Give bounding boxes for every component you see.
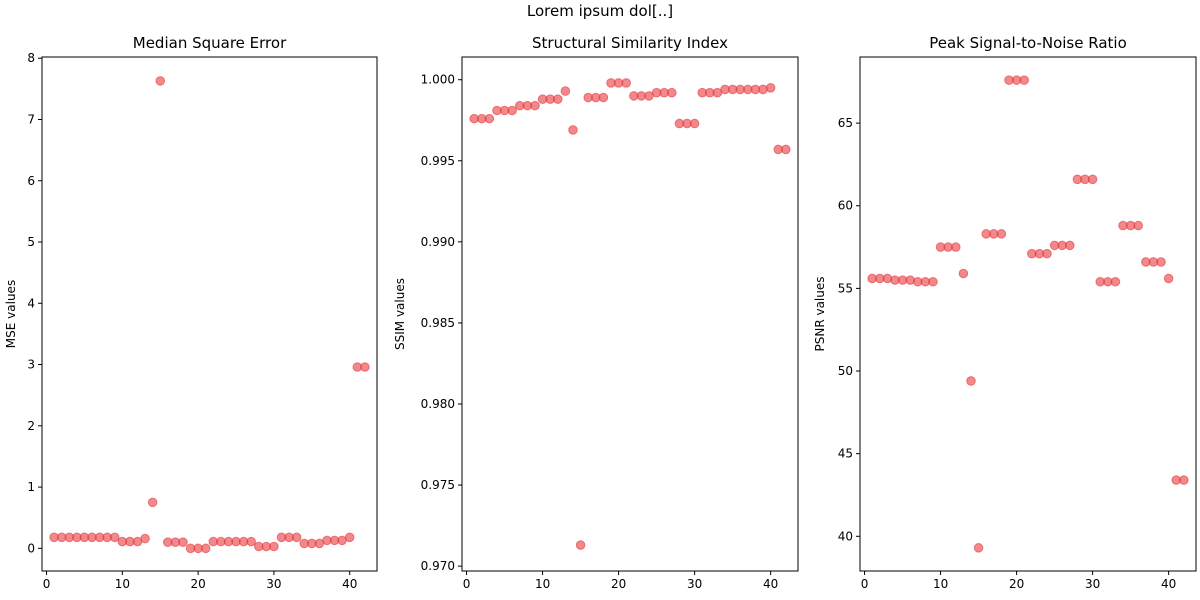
x-tick-label: 0 — [43, 577, 51, 591]
y-tick-label: 0.980 — [421, 397, 455, 411]
panel-psnr: Peak Signal-to-Noise Ratio PSNR values 0… — [813, 34, 1197, 591]
data-point — [1133, 220, 1144, 231]
data-point — [291, 532, 302, 543]
y-axis-label: PSNR values — [813, 276, 827, 351]
data-point — [1110, 276, 1121, 287]
x-tick-label: 20 — [1009, 577, 1024, 591]
x-tick-label: 10 — [115, 577, 130, 591]
data-point — [246, 536, 256, 547]
y-tick-label: 1 — [27, 480, 35, 494]
y-tick-label: 8 — [27, 51, 35, 65]
data-point — [530, 100, 540, 111]
data-point — [140, 533, 150, 544]
data-point — [598, 92, 609, 103]
axes-frame — [461, 56, 799, 572]
data-point — [1087, 174, 1098, 185]
data-point — [1019, 75, 1029, 85]
panel-title: Structural Similarity Index — [532, 34, 728, 52]
data-point — [575, 540, 586, 550]
data-point — [484, 113, 495, 124]
data-point — [1042, 248, 1052, 259]
data-point — [765, 83, 776, 93]
data-point — [689, 118, 700, 129]
data-point — [200, 543, 211, 554]
data-point — [973, 543, 984, 553]
x-tick-label: 40 — [1161, 577, 1176, 591]
data-point — [950, 242, 961, 252]
data-point — [344, 532, 355, 543]
data-point — [147, 497, 158, 508]
data-point — [360, 362, 370, 372]
x-tick-label: 40 — [342, 577, 357, 591]
data-point — [966, 376, 976, 386]
y-tick-label: 40 — [838, 529, 853, 543]
data-point — [507, 105, 517, 116]
data-point — [568, 125, 578, 135]
data-point — [996, 229, 1007, 239]
x-tick-label: 0 — [463, 577, 471, 591]
x-tick-label: 40 — [763, 577, 778, 591]
data-point — [269, 541, 279, 552]
y-tick-label: 0.970 — [421, 559, 455, 573]
y-tick-label: 0.995 — [421, 154, 455, 168]
y-axis-label: SSIM values — [393, 278, 407, 350]
panel-mse: Median Square Error MSE values 0 10 20 30 40… — [4, 34, 378, 591]
y-tick-label: 50 — [838, 364, 853, 378]
y-tick-label: 0 — [27, 541, 35, 555]
data-point — [667, 87, 677, 98]
data-point — [109, 532, 120, 543]
y-tick-label: 0.975 — [421, 478, 455, 492]
y-tick-label: 2 — [27, 419, 35, 433]
panel-title: Peak Signal-to-Noise Ratio — [929, 34, 1127, 52]
data-point — [928, 276, 938, 287]
data-point — [155, 76, 166, 86]
axes-frame — [859, 56, 1197, 572]
panel-title: Median Square Error — [133, 34, 287, 52]
x-tick-label: 20 — [611, 577, 626, 591]
y-tick-label: 6 — [27, 174, 35, 188]
y-tick-label: 55 — [838, 281, 853, 295]
data-point — [781, 144, 791, 155]
y-tick-label: 60 — [838, 199, 853, 213]
x-tick-label: 20 — [190, 577, 205, 591]
x-tick-label: 30 — [1085, 577, 1100, 591]
y-tick-label: 0.990 — [421, 235, 455, 249]
x-tick-label: 0 — [861, 577, 869, 591]
data-point — [1156, 257, 1166, 267]
data-point — [1065, 240, 1075, 251]
y-tick-label: 1.000 — [421, 73, 455, 87]
data-point — [552, 94, 563, 104]
data-point — [178, 537, 188, 548]
y-tick-label: 0.985 — [421, 316, 455, 330]
y-axis-label: MSE values — [4, 280, 18, 348]
data-point — [1179, 475, 1189, 485]
figure-suptitle: Lorem ipsum dol[..] — [527, 2, 673, 20]
y-tick-label: 4 — [27, 296, 35, 310]
x-tick-label: 30 — [687, 577, 702, 591]
data-point — [958, 268, 969, 279]
x-tick-label: 10 — [535, 577, 550, 591]
data-point — [1163, 273, 1174, 284]
y-tick-label: 65 — [838, 116, 853, 130]
y-tick-label: 45 — [838, 447, 853, 461]
panel-ssim: Structural Similarity Index SSIM values … — [393, 34, 799, 591]
x-tick-label: 30 — [266, 577, 281, 591]
y-tick-label: 3 — [27, 358, 35, 372]
x-tick-label: 10 — [933, 577, 948, 591]
data-point — [621, 78, 631, 88]
axes-frame — [41, 56, 378, 572]
y-tick-label: 7 — [27, 112, 35, 126]
y-tick-label: 5 — [27, 235, 35, 249]
data-point — [560, 86, 571, 96]
